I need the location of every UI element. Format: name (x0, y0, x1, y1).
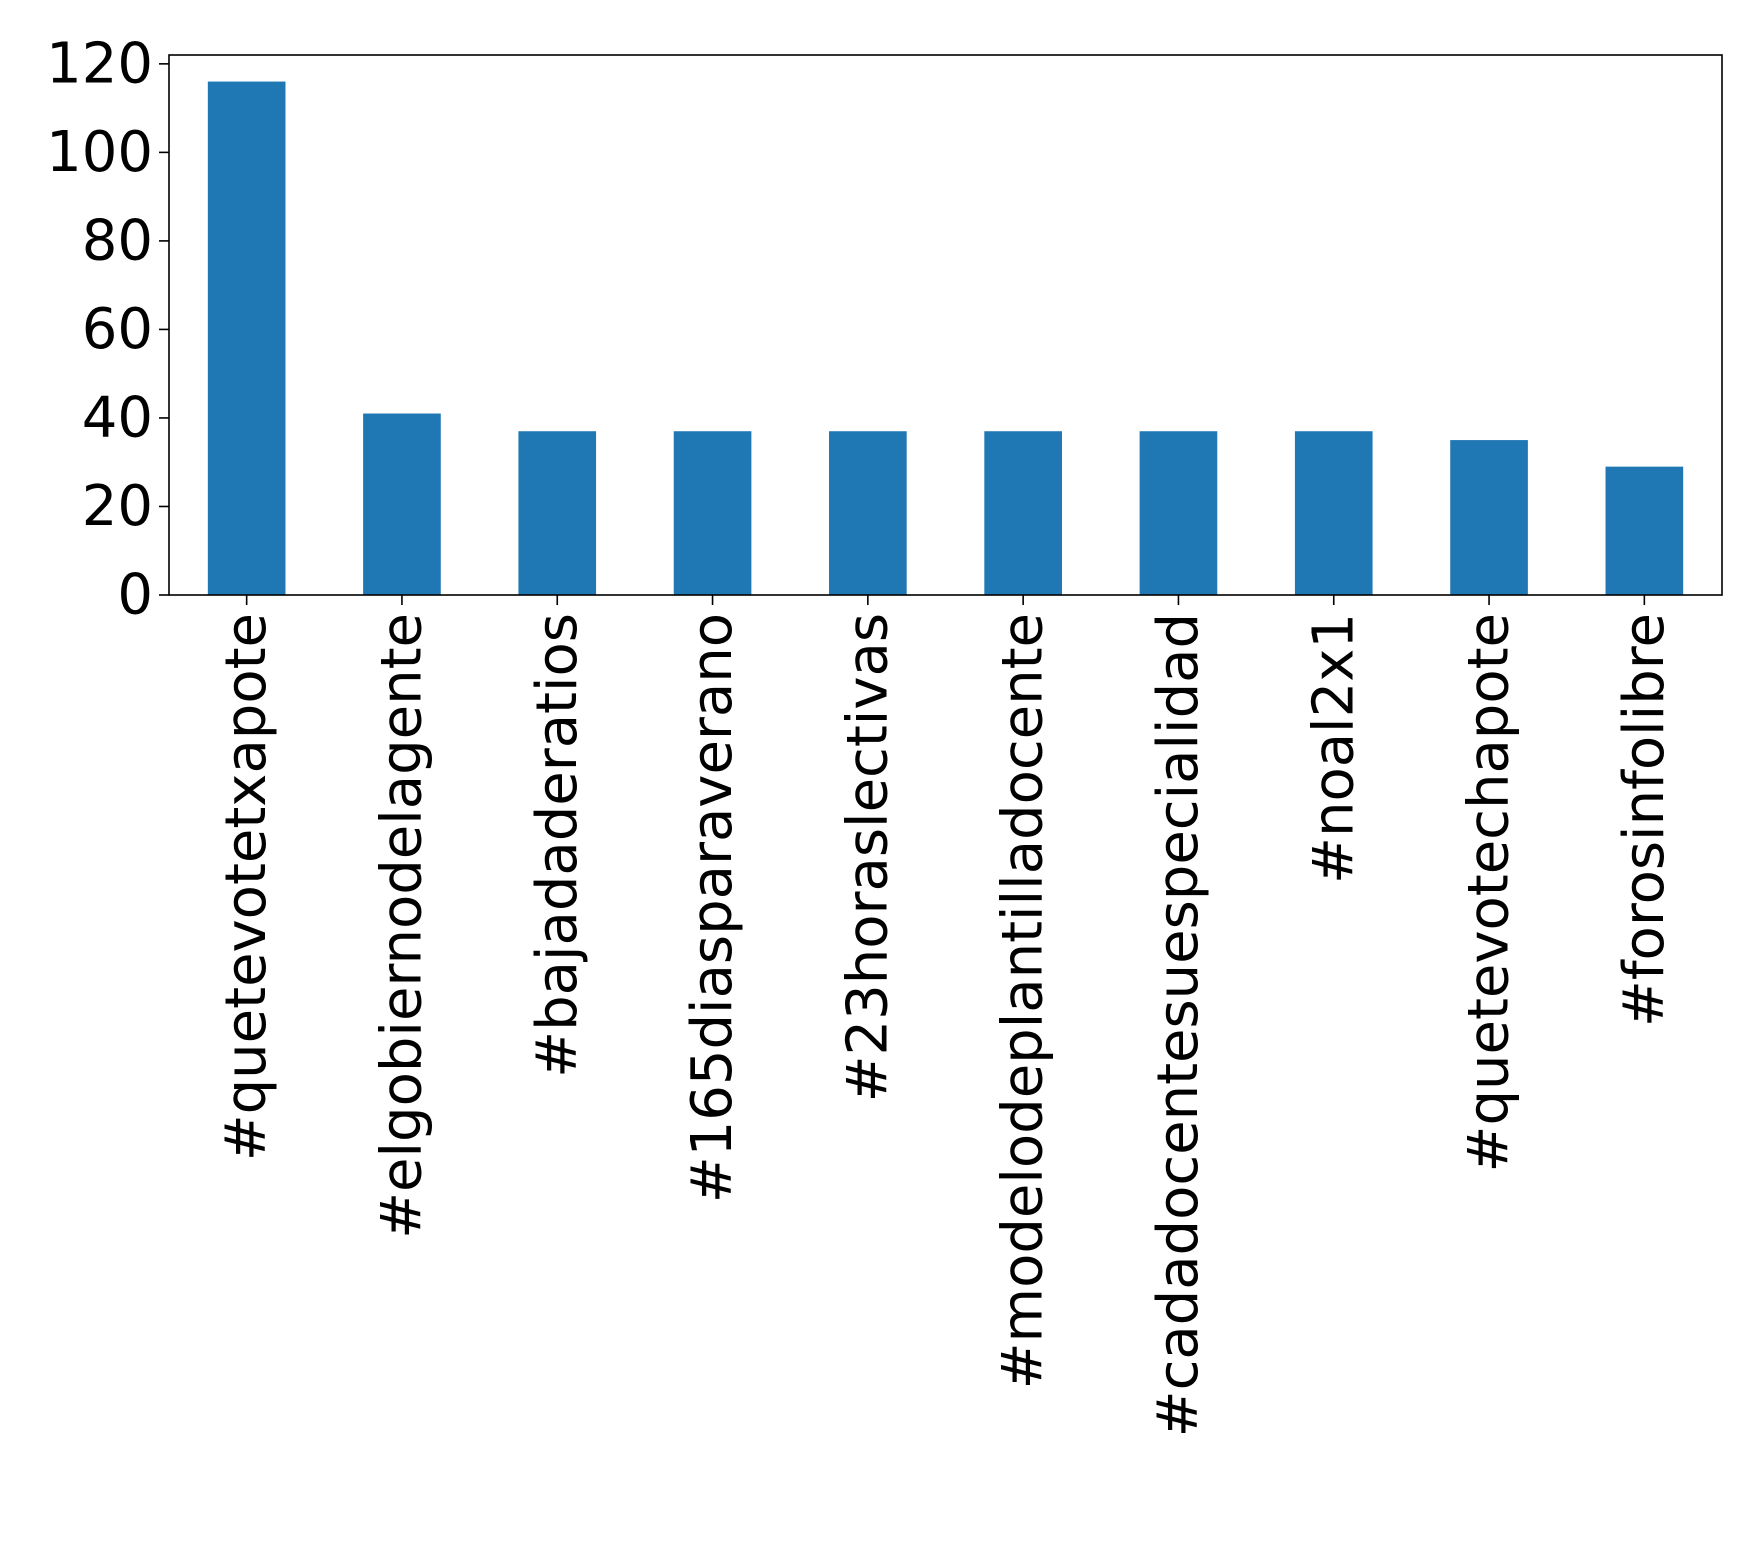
bar-1 (207, 81, 286, 596)
y-axis: 0 20 40 60 80 100 120 (46, 31, 169, 628)
bar-10 (1605, 466, 1684, 595)
x-tick-label-7: #cadadocentesuespecialidad (1146, 613, 1211, 1437)
bar-7 (1139, 431, 1218, 595)
y-tick-label: 40 (82, 385, 153, 450)
x-tick-label-4: #165diasparaverano (680, 613, 745, 1203)
y-tick-label: 80 (82, 208, 153, 273)
bar-9 (1450, 440, 1528, 595)
x-tick-label-5: #23horaslectivas (835, 613, 900, 1102)
bar-8 (1294, 431, 1373, 595)
plot-frame (168, 54, 1723, 596)
x-tick-label-1: #quetevotetxapote (214, 613, 279, 1161)
x-tick-label-8: #noal2x1 (1301, 613, 1366, 884)
y-tick-label: 120 (46, 31, 153, 96)
x-tick-label-9: #quetevotechapote (1457, 613, 1522, 1172)
x-tick-label-2: #elgobiernodelagente (369, 613, 434, 1239)
bars-layer (207, 81, 1684, 596)
y-tick-label: 60 (82, 297, 153, 362)
y-tick-label: 20 (82, 474, 153, 539)
x-tick-label-10: #forosinfolibre (1612, 613, 1677, 1027)
x-tick-label-3: #bajadaderatios (525, 613, 590, 1078)
bar-4 (673, 431, 752, 595)
x-axis: #quetevotetxapote #elgobiernodelagente #ba… (214, 595, 1677, 1437)
bar-2 (363, 413, 441, 595)
y-tick-label: 100 (46, 120, 153, 185)
bar-3 (518, 431, 597, 595)
x-tick-label-6: #modelodeplantilladocente (991, 613, 1056, 1389)
bar-6 (984, 431, 1062, 595)
y-tick-label: 0 (117, 563, 153, 628)
bar-5 (829, 431, 907, 595)
